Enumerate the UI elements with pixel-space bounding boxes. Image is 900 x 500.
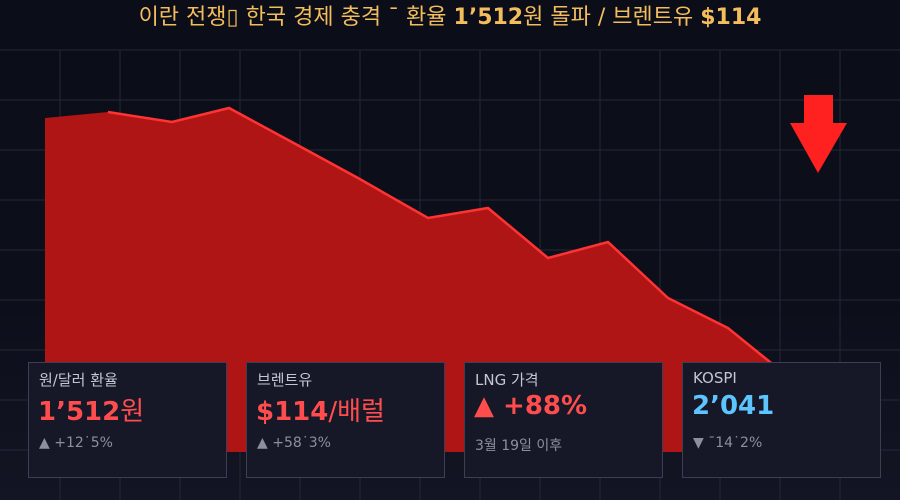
card-label: LNG 가격 — [475, 371, 539, 389]
card-label: KOSPI — [693, 369, 737, 387]
down-arrow-icon — [790, 95, 847, 173]
card-value: ▲ +88% — [474, 391, 588, 421]
card-lng-price: LNG 가격 ▲ +88% 3월 19일 이후 — [464, 362, 663, 478]
card-label: 브렌트유 — [257, 371, 313, 389]
card-exchange-rate: 원/달러 환율 1’512원 ▲ +12˙5% — [28, 362, 227, 478]
card-value: $114/배럴 — [256, 397, 385, 427]
card-label: 원/달러 환율 — [39, 371, 118, 389]
area-line — [107, 106, 831, 421]
card-brent-oil: 브렌트유 $114/배럴 ▲ +58˙3% — [246, 362, 445, 478]
card-note: 3월 19일 이후 — [475, 438, 563, 454]
chart-title: 이란 전쟁▯ 한국 경제 충격 ¯ 환율 1’512원 돌파 / 브렌트유 $1… — [138, 5, 762, 30]
card-value: 2’041 — [692, 391, 775, 421]
card-change: ▲ +58˙3% — [257, 435, 331, 451]
card-kospi: KOSPI 2’041 ▼ ¯14˙2% — [682, 362, 881, 478]
card-change: ▼ ¯14˙2% — [693, 435, 763, 451]
card-value: 1’512원 — [38, 397, 145, 427]
card-change: ▲ +12˙5% — [39, 435, 113, 451]
